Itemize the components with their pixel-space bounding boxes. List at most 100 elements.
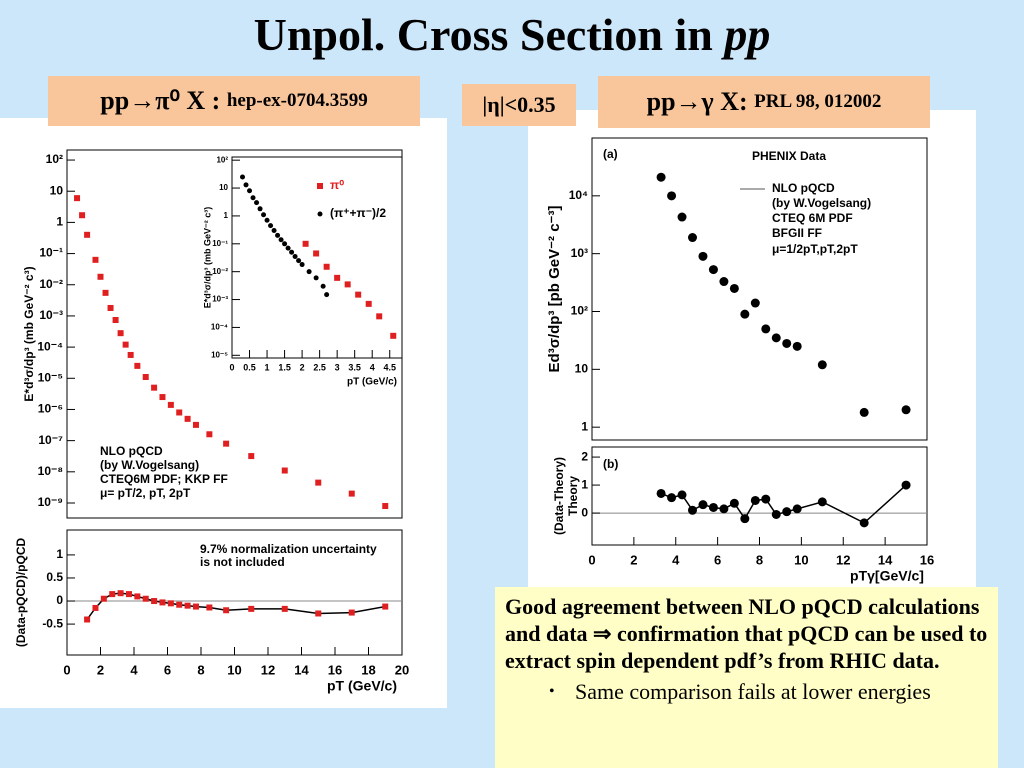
right-tag: pp→γ X: PRL 98, 012002 [598, 76, 930, 128]
data-point [248, 605, 255, 612]
y-tick-label: 10³ [571, 246, 588, 260]
annotation: μ= pT/2, pT, 2pT [100, 486, 191, 500]
data-point [125, 591, 132, 598]
annotation: CTEQ6M PDF; KKP FF [100, 472, 228, 486]
data-point [782, 507, 792, 517]
data-point [107, 304, 114, 311]
data-point [109, 591, 116, 598]
x-tick-label: 2 [97, 662, 104, 677]
data-point [79, 212, 86, 219]
y-tick-label: 10² [46, 152, 63, 166]
title-italic: pp [724, 9, 771, 60]
data-point [275, 232, 281, 238]
y-tick-label: 10⁻² [212, 267, 228, 276]
data-point [192, 603, 199, 610]
x-tick-label: 4.5 [383, 362, 396, 372]
data-point [223, 440, 230, 447]
x-axis-label: pT (GeV/c) [327, 678, 397, 694]
y-tick-label: 10⁻⁷ [38, 433, 63, 447]
data-point [323, 263, 330, 270]
x-tick-label: 6 [164, 662, 171, 677]
data-point [708, 502, 718, 512]
y-tick-label: 1 [56, 547, 63, 561]
y-tick-label: 0.5 [46, 570, 63, 584]
x-tick-label: 4 [130, 662, 138, 677]
data-point [677, 490, 687, 500]
y-tick-label: 1 [224, 211, 229, 220]
y-axis-label: E*d³σ/dp³ (mb GeV⁻² c³) [22, 266, 36, 401]
y-tick-label: 0 [56, 593, 63, 607]
data-point [184, 415, 191, 422]
annotation: BFGII FF [772, 226, 822, 240]
data-point [382, 603, 389, 610]
x-tick-label: 6 [714, 552, 721, 567]
y-tick-label: 1 [581, 477, 588, 491]
data-point [100, 595, 107, 602]
x-tick-label: 10 [227, 662, 241, 677]
y-tick-label: 10⁴ [569, 188, 588, 202]
x-tick-label: 16 [328, 662, 342, 677]
y-tick-label: 0 [581, 505, 588, 519]
note-bullet: Same comparison fails at lower energies [549, 680, 988, 705]
data-point [365, 300, 372, 307]
data-point [792, 504, 802, 514]
y-tick-label: 10⁻⁶ [38, 402, 63, 416]
tag-ref: PRL 98, 012002 [754, 91, 882, 112]
data-point [84, 231, 91, 238]
data-point [271, 228, 277, 234]
data-point [656, 488, 666, 498]
annotation: (b) [603, 457, 618, 471]
data-point [117, 330, 124, 337]
data-point [102, 289, 109, 296]
data-point [320, 283, 326, 289]
data-point [299, 262, 305, 268]
annotation: (by W.Vogelsang) [100, 458, 199, 472]
data-point [176, 601, 183, 608]
data-point [313, 250, 320, 257]
y-tick-label: 10 [50, 183, 64, 197]
y-tick-label: 1 [56, 215, 63, 229]
data-point [84, 616, 91, 623]
data-point [257, 206, 263, 212]
data-point [282, 241, 288, 247]
data-point [151, 598, 158, 605]
data-point [97, 273, 104, 280]
x-tick-label: 1 [265, 362, 270, 372]
data-point [296, 258, 302, 264]
data-point [688, 505, 697, 515]
x-tick-label: 3.5 [348, 362, 361, 372]
x-tick-label: 0 [63, 662, 70, 677]
data-point [761, 494, 771, 504]
x-tick-label: 1.5 [278, 362, 291, 372]
x-axis-label: pTγ[GeV/c] [850, 568, 924, 584]
data-point [729, 498, 739, 508]
y-tick-label: 10⁻⁵ [38, 370, 63, 384]
data-point [206, 604, 213, 611]
y-tick-label: 10² [571, 304, 588, 318]
data-point [698, 500, 708, 510]
data-point [750, 495, 760, 505]
data-point [348, 609, 355, 616]
data-point [719, 504, 729, 514]
data-point [281, 605, 288, 612]
data-point [151, 384, 158, 391]
data-point [315, 479, 322, 486]
plot-frame [591, 137, 928, 441]
y-tick-label: 10⁻³ [39, 308, 63, 322]
y-tick-label: 10⁻⁵ [211, 350, 228, 359]
data-point [281, 467, 288, 474]
note-box: Good agreement between NLO pQCD calculat… [495, 587, 998, 768]
annotation: 9.7% normalization uncertainty [200, 542, 377, 556]
annotation: NLO pQCD [100, 444, 163, 458]
y-axis-label: Theory [566, 476, 580, 516]
data-point [122, 341, 129, 348]
plot-frame [231, 156, 403, 359]
data-point [817, 360, 827, 370]
y-axis-label: E*d³σ/dp³ (mb GeV⁻² c³) [202, 207, 212, 308]
plot-frame [591, 446, 928, 546]
data-point [348, 490, 355, 497]
y-tick-label: 10⁻² [39, 277, 63, 291]
x-tick-label: 2.5 [313, 362, 326, 372]
x-tick-label: 12 [261, 662, 275, 677]
